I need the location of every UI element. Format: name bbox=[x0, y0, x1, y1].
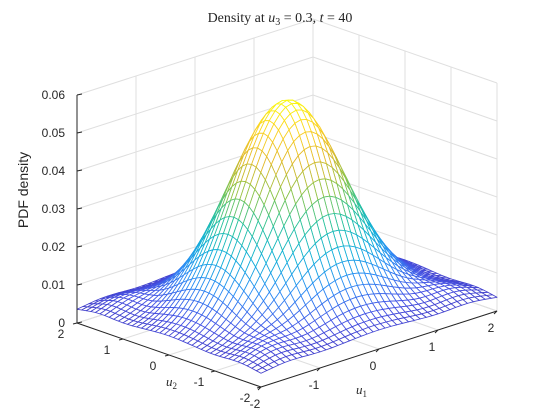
z-tick-label: 0.06 bbox=[42, 88, 66, 102]
z-tick-label: 0.05 bbox=[42, 126, 66, 140]
z-tick-mark bbox=[76, 245, 83, 248]
z-tick-mark bbox=[76, 93, 83, 96]
z-tick-label: 0.02 bbox=[42, 240, 66, 254]
chart-title: Density at u3 = 0.3, t = 40 bbox=[208, 11, 353, 28]
x-tick-mark bbox=[434, 329, 439, 334]
surface-mesh bbox=[76, 99, 498, 374]
surface-cell bbox=[255, 367, 268, 374]
y-tick-label: -2 bbox=[240, 391, 251, 405]
z-tick-label: 0.03 bbox=[42, 202, 66, 216]
z-tick-label: 0.04 bbox=[42, 164, 66, 178]
z-tick-mark bbox=[76, 321, 83, 324]
grid-line bbox=[76, 18, 314, 96]
grid-line bbox=[312, 94, 498, 160]
y-axis-label: u2 bbox=[166, 374, 177, 391]
x-tick-label: -2 bbox=[250, 397, 261, 411]
x-tick-mark bbox=[316, 367, 321, 372]
y-tick-label: 2 bbox=[58, 327, 65, 341]
z-axis-label: PDF density bbox=[15, 152, 31, 228]
x-tick-mark bbox=[493, 310, 498, 315]
y-tick-label: 0 bbox=[150, 359, 157, 373]
y-tick-label: 1 bbox=[104, 343, 111, 357]
z-tick-mark bbox=[76, 283, 83, 286]
y-tick-mark bbox=[210, 370, 216, 373]
y-tick-mark bbox=[164, 354, 170, 357]
y-tick-label: -1 bbox=[194, 375, 205, 389]
y-tick-mark bbox=[72, 322, 78, 325]
x-tick-label: 1 bbox=[429, 340, 436, 354]
x-tick-mark bbox=[375, 348, 380, 353]
z-tick-labels: 0 0.01 0.02 0.03 0.04 0.05 0.06 bbox=[42, 88, 66, 330]
z-tick-label: 0.01 bbox=[42, 278, 66, 292]
z-tick-mark bbox=[76, 131, 83, 134]
y-tick-mark bbox=[256, 386, 262, 389]
z-tick-mark bbox=[76, 169, 83, 172]
z-tick-mark bbox=[76, 207, 83, 210]
y-tick-labels: -2 -1 0 1 2 bbox=[58, 327, 251, 405]
axes-lines bbox=[72, 93, 498, 391]
grid-line bbox=[76, 56, 314, 134]
x-tick-label: 0 bbox=[370, 359, 377, 373]
y-tick-mark bbox=[118, 338, 124, 341]
z-tick-label: 0 bbox=[58, 316, 65, 330]
x-tick-labels: -2 -1 0 1 2 bbox=[250, 321, 495, 411]
grid-line bbox=[312, 132, 498, 198]
grid-line bbox=[312, 18, 498, 84]
x-tick-label: 2 bbox=[488, 321, 495, 335]
x-axis-label: u1 bbox=[356, 382, 367, 399]
x-tick-label: -1 bbox=[309, 378, 320, 392]
grid-line bbox=[312, 56, 498, 122]
